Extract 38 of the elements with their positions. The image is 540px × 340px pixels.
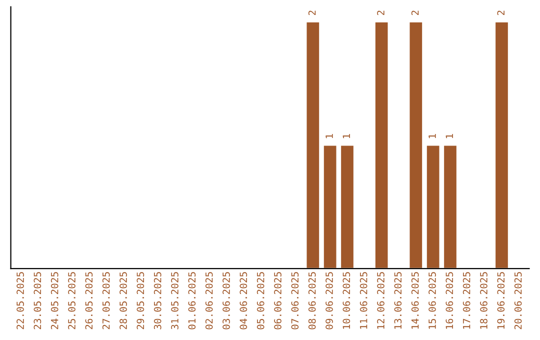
x-tick-label: 23.05.2025	[34, 272, 42, 330]
data-label: 1	[326, 134, 333, 138]
data-label: 1	[342, 134, 350, 138]
x-tick-label: 18.06.2025	[480, 272, 488, 329]
data-label: 2	[377, 10, 384, 16]
x-tick-label: 04.06.2025	[240, 272, 248, 330]
x-tick-label: 01.06.2025	[188, 272, 196, 330]
x-tick-label: 14.06.2025	[411, 272, 419, 329]
x-tick-label: 20.06.2025	[514, 272, 522, 330]
x-tick-label: 12.06.2025	[377, 272, 384, 329]
data-label: 2	[411, 10, 419, 16]
data-label: 1	[446, 134, 453, 138]
x-tick-label: 24.05.2025	[50, 272, 58, 330]
x-tick-label: 10.06.2025	[342, 272, 350, 329]
x-tick-label: 02.06.2025	[205, 272, 213, 330]
x-tick-label: 13.06.2025	[394, 272, 402, 329]
x-tick-label: 27.05.2025	[102, 272, 110, 330]
x-tick-label: 07.06.2025	[291, 272, 299, 330]
x-tick-label: 03.06.2025	[222, 272, 230, 330]
x-tick-label: 11.06.2025	[360, 272, 368, 329]
x-tick-label: 09.06.2025	[326, 272, 333, 330]
x-tick-label: 05.06.2025	[256, 272, 264, 330]
x-tick-label: 29.05.2025	[136, 272, 144, 330]
x-tick-label: 28.05.2025	[120, 272, 127, 330]
x-tick-label: 30.05.2025	[154, 272, 162, 330]
x-tick-label: 06.06.2025	[274, 272, 282, 330]
x-tick-label: 15.06.2025	[428, 272, 436, 329]
x-tick-label: 17.06.2025	[462, 272, 470, 329]
x-tick-label: 25.05.2025	[68, 272, 76, 330]
x-tick-label: 31.05.2025	[171, 272, 178, 330]
x-tick-label: 26.05.2025	[85, 272, 93, 330]
x-tick-label: 16.06.2025	[446, 272, 454, 329]
data-label: 2	[497, 10, 504, 16]
data-label: 1	[428, 134, 436, 138]
x-tick-label: 08.06.2025	[308, 272, 316, 330]
data-label: 2	[308, 10, 316, 16]
x-tick-label: 19.06.2025	[497, 272, 505, 329]
x-tick-label: 22.05.2025	[16, 272, 24, 330]
